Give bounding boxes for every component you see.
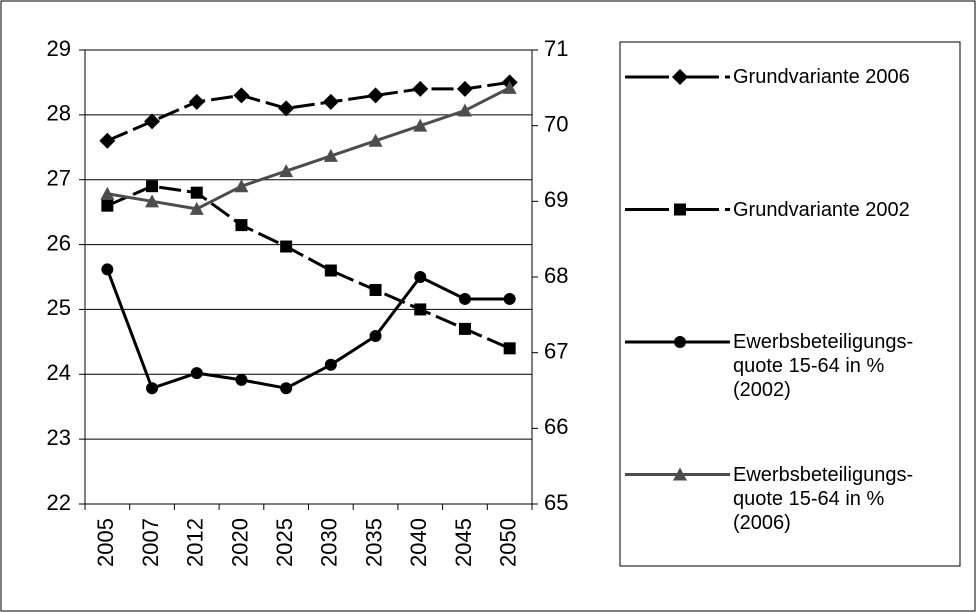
legend-marker (672, 69, 688, 85)
marker (369, 330, 382, 343)
marker (101, 263, 114, 276)
marker (502, 80, 517, 94)
marker (145, 194, 160, 208)
marker (367, 87, 384, 104)
legend-label: Grundvariante 2006 (733, 66, 910, 88)
marker (190, 186, 203, 199)
legend-label: Ewerbsbeteiligungs- quote 15-64 in % (20… (733, 463, 914, 534)
series-line (106, 80, 510, 143)
marker (279, 164, 294, 178)
legend-label: Grundvariante 2002 (733, 198, 910, 221)
x-tick-label: 2005 (93, 518, 118, 567)
marker (414, 271, 427, 283)
y-tick-label: 25 (47, 295, 71, 320)
marker (414, 303, 427, 316)
y2-tick-label: 70 (544, 111, 568, 136)
marker (503, 342, 516, 355)
y-tick-label: 22 (47, 490, 71, 515)
marker (190, 367, 203, 380)
y2-tick-label: 71 (544, 36, 568, 61)
marker (146, 180, 159, 193)
marker (280, 240, 293, 253)
marker (323, 148, 338, 162)
marker (369, 283, 382, 296)
marker (144, 113, 161, 130)
marker (235, 219, 248, 232)
legend-marker (674, 336, 686, 348)
marker (503, 292, 516, 305)
y-tick-label: 23 (47, 425, 71, 450)
marker (146, 382, 159, 395)
series-line (105, 268, 510, 391)
marker (189, 201, 204, 215)
marker (101, 199, 114, 212)
marker (413, 118, 428, 132)
x-tick-label: 2020 (227, 518, 252, 567)
y2-tick-label: 68 (544, 263, 568, 288)
y-tick-label: 28 (47, 101, 71, 126)
marker (188, 93, 205, 110)
marker (99, 132, 116, 149)
x-tick-label: 2007 (138, 518, 163, 567)
marker (324, 358, 337, 371)
marker (233, 87, 250, 104)
series-line (106, 184, 511, 350)
marker (458, 322, 471, 335)
marker (235, 373, 248, 386)
marker (368, 133, 383, 147)
marker (412, 80, 429, 97)
marker (280, 382, 293, 395)
marker (278, 100, 295, 117)
y-tick-label: 29 (47, 36, 71, 61)
legend-label: Ewerbsbeteiligungs- quote 15-64 in % (20… (733, 331, 914, 401)
x-tick-label: 2050 (495, 518, 520, 567)
marker (324, 264, 337, 277)
y2-tick-label: 69 (544, 187, 568, 212)
y2-tick-label: 67 (544, 338, 568, 363)
x-tick-label: 2025 (272, 518, 297, 567)
x-tick-label: 2040 (406, 518, 431, 567)
marker (458, 292, 471, 305)
x-tick-label: 2045 (451, 518, 476, 567)
marker (100, 186, 115, 200)
x-tick-label: 2012 (183, 518, 208, 567)
marker (322, 93, 339, 110)
marker (456, 80, 473, 97)
y-tick-label: 24 (47, 360, 71, 385)
y2-tick-label: 65 (544, 490, 568, 515)
marker (234, 179, 249, 193)
legend-box (619, 41, 961, 567)
marker (457, 103, 472, 117)
y-tick-label: 26 (47, 230, 71, 255)
y2-tick-label: 66 (544, 414, 568, 439)
x-tick-label: 2030 (317, 518, 342, 567)
legend-marker (673, 467, 687, 481)
series-line (107, 86, 511, 211)
legend-marker (674, 203, 686, 216)
x-tick-label: 2035 (361, 518, 386, 567)
y-tick-label: 27 (47, 166, 71, 191)
